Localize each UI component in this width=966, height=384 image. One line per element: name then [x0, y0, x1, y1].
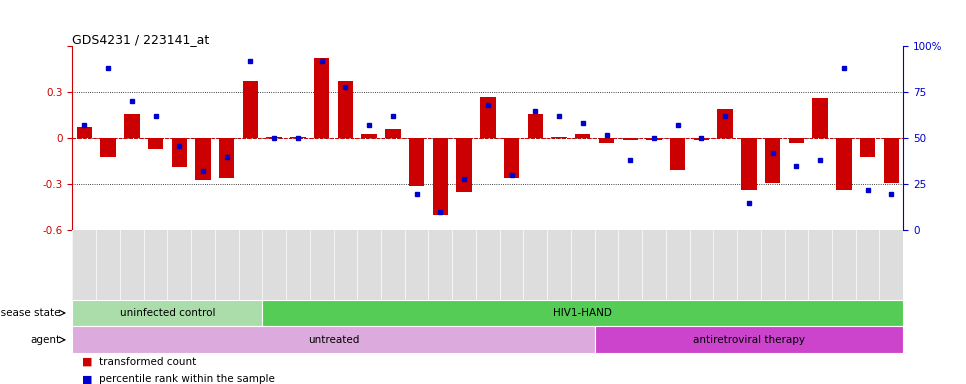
Bar	[646, 138, 662, 140]
Bar	[599, 138, 614, 143]
Bar	[219, 138, 235, 178]
Text: ■: ■	[82, 374, 93, 384]
Bar	[765, 138, 781, 183]
Bar	[670, 138, 686, 170]
Text: untreated: untreated	[308, 335, 359, 345]
Bar	[314, 58, 329, 138]
Bar	[837, 138, 852, 190]
Text: antiretroviral therapy: antiretroviral therapy	[693, 335, 805, 345]
Bar	[456, 138, 471, 192]
Text: percentile rank within the sample: percentile rank within the sample	[99, 374, 275, 384]
Bar	[788, 138, 804, 143]
Bar	[361, 134, 377, 138]
Bar	[504, 138, 520, 178]
Bar	[172, 138, 187, 167]
Bar	[527, 114, 543, 138]
Bar	[694, 138, 709, 140]
Bar	[812, 98, 828, 138]
Bar	[76, 127, 92, 138]
Bar	[622, 138, 638, 140]
Bar	[290, 137, 305, 138]
Bar	[263, 300, 903, 326]
Bar	[595, 326, 903, 353]
Bar	[338, 81, 354, 138]
Bar	[148, 138, 163, 149]
Bar	[124, 114, 139, 138]
Text: disease state: disease state	[0, 308, 61, 318]
Bar	[884, 138, 899, 183]
Text: GDS4231 / 223141_at: GDS4231 / 223141_at	[72, 33, 210, 46]
Bar	[385, 129, 401, 138]
Text: HIV1-HAND: HIV1-HAND	[554, 308, 612, 318]
Bar	[552, 137, 567, 138]
Bar	[409, 138, 424, 186]
Bar	[575, 134, 590, 138]
Bar	[860, 138, 875, 157]
Bar	[72, 326, 595, 353]
Bar	[433, 138, 448, 215]
Bar	[267, 137, 282, 138]
Text: agent: agent	[31, 335, 61, 345]
Bar	[741, 138, 756, 190]
Text: transformed count: transformed count	[99, 357, 197, 367]
Text: uninfected control: uninfected control	[120, 308, 215, 318]
Bar	[195, 138, 211, 180]
Text: ■: ■	[82, 357, 93, 367]
Bar	[718, 109, 733, 138]
Bar	[100, 138, 116, 157]
Bar	[242, 81, 258, 138]
Bar	[480, 97, 496, 138]
Bar	[72, 300, 263, 326]
